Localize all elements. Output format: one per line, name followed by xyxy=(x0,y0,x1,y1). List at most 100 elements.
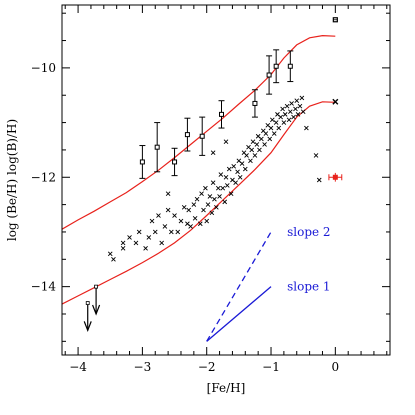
beryllium-point-stroke xyxy=(209,210,215,216)
beryllium-point-stroke xyxy=(162,224,168,229)
beryllium-point xyxy=(120,240,126,246)
beryllium-point xyxy=(235,169,240,175)
beryllium-point-stroke xyxy=(199,191,204,196)
beryllium-point-stroke xyxy=(236,158,242,164)
beryllium-point xyxy=(299,95,305,101)
x-tick-label: −2 xyxy=(198,360,216,374)
beryllium-point-stroke xyxy=(214,205,219,210)
beryllium-point xyxy=(111,256,116,262)
beryllium-point-stroke xyxy=(194,196,200,202)
beryllium-point-stroke xyxy=(188,224,193,229)
x-tick-label: −3 xyxy=(134,360,152,374)
beryllium-point xyxy=(267,136,273,142)
beryllium-point-stroke xyxy=(215,185,221,191)
beryllium-point-stroke xyxy=(275,112,280,117)
beryllium-point-stroke xyxy=(233,180,238,186)
beryllium-point-stroke xyxy=(316,177,322,183)
boron-marker xyxy=(199,133,205,139)
beryllium-point-stroke xyxy=(156,213,161,218)
slope-line xyxy=(206,286,272,342)
beryllium-point-stroke xyxy=(237,174,243,180)
beryllium-point-stroke xyxy=(250,139,256,145)
beryllium-point xyxy=(192,215,198,221)
beryllium-point-stroke xyxy=(276,125,282,131)
beryllium-point-stroke xyxy=(259,136,264,142)
beryllium-point-stroke xyxy=(205,202,211,207)
beryllium-point-stroke xyxy=(295,112,301,117)
beryllium-point xyxy=(165,207,171,213)
beryllium-point-stroke xyxy=(149,218,155,224)
beryllium-point-stroke xyxy=(304,125,309,131)
beryllium-point xyxy=(220,185,226,191)
beryllium-point-stroke xyxy=(228,191,234,196)
boron-point xyxy=(184,117,191,152)
beryllium-point-stroke xyxy=(218,172,224,177)
y-axis-title: log (Be/H) log(B)/H) xyxy=(5,119,19,241)
beryllium-point xyxy=(217,194,222,199)
beryllium-point-stroke xyxy=(210,180,216,186)
upper-limit-arrow xyxy=(83,301,92,333)
beryllium-point-stroke xyxy=(207,194,213,199)
beryllium-point-stroke xyxy=(281,120,287,125)
beryllium-point xyxy=(175,229,181,235)
beryllium-point xyxy=(304,125,309,131)
y-tick-label: −12 xyxy=(31,170,56,184)
x-tick-label: −1 xyxy=(262,360,280,374)
beryllium-point xyxy=(300,109,306,114)
x-tick-label: −4 xyxy=(69,360,87,374)
beryllium-point xyxy=(248,158,253,164)
beryllium-point xyxy=(194,196,200,202)
beryllium-point xyxy=(156,213,161,218)
beryllium-point xyxy=(146,235,152,240)
boron-point xyxy=(171,147,178,177)
beryllium-point xyxy=(203,185,208,191)
beryllium-point xyxy=(172,213,177,218)
beryllium-point xyxy=(291,114,296,120)
beryllium-point xyxy=(316,177,322,183)
beryllium-point-stroke xyxy=(273,120,279,125)
beryllium-point xyxy=(127,235,132,240)
beryllium-point-stroke xyxy=(262,142,267,147)
beryllium-point-stroke xyxy=(244,153,249,158)
beryllium-point-stroke xyxy=(280,106,285,112)
beryllium-point xyxy=(169,229,174,235)
beryllium-point-stroke xyxy=(235,169,240,175)
beryllium-point xyxy=(250,139,256,145)
boron-point xyxy=(266,55,273,95)
upper-limit-head xyxy=(92,304,101,316)
beryllium-point-stroke xyxy=(204,218,210,224)
beryllium-point-stroke xyxy=(224,183,230,188)
beryllium-point xyxy=(257,147,262,153)
beryllium-point xyxy=(271,131,277,136)
model-curve-boron xyxy=(62,34,336,230)
beryllium-point xyxy=(199,191,204,196)
beryllium-point xyxy=(143,246,148,251)
beryllium-point-stroke xyxy=(201,207,206,213)
plot-area: slope 2 slope 1 xyxy=(62,17,343,342)
beryllium-point-stroke xyxy=(289,101,294,106)
beryllium-point-stroke xyxy=(300,109,306,114)
beryllium-point-stroke xyxy=(222,199,228,205)
beryllium-point-stroke xyxy=(231,164,237,169)
beryllium-point-stroke xyxy=(242,166,248,172)
y-tick-label: −14 xyxy=(31,280,57,294)
beryllium-point xyxy=(149,218,155,224)
beryllium-point xyxy=(205,202,211,207)
beryllium-point xyxy=(178,218,184,224)
beryllium-point xyxy=(263,131,269,136)
boron-marker xyxy=(266,72,272,78)
beryllium-point-stroke xyxy=(282,112,288,117)
beryllium-point xyxy=(237,174,243,180)
beryllium-point xyxy=(223,174,229,180)
beryllium-point-stroke xyxy=(269,117,275,123)
beryllium-point xyxy=(295,112,301,117)
beryllium-point xyxy=(233,180,238,186)
beryllium-point xyxy=(262,142,267,147)
beryllium-point xyxy=(162,224,168,229)
beryllium-point-stroke xyxy=(230,177,235,183)
beryllium-point-stroke xyxy=(203,185,208,191)
beryllium-point-stroke xyxy=(268,125,274,131)
beryllium-point-stroke xyxy=(246,144,251,150)
beryllium-point xyxy=(259,136,264,142)
beryllium-point xyxy=(280,106,285,112)
